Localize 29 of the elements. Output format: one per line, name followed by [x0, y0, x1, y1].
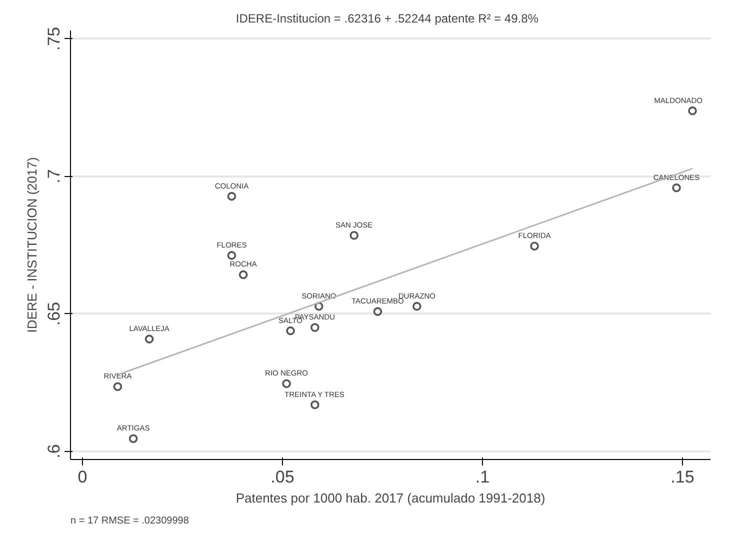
x-tick-label: 0	[78, 468, 88, 486]
point	[672, 183, 681, 192]
chart-title: IDERE-Institucion = .62316 + .52244 patente R² = 49.8%	[236, 12, 539, 26]
point	[412, 302, 422, 311]
text: n = 17 RMSE = .02309998	[70, 516, 190, 526]
point	[227, 192, 236, 201]
y-tick-label: .7	[44, 169, 64, 184]
x-axis-title: Patentes por 1000 hab. 2017 (acumulado 1991-2018)	[236, 490, 546, 506]
y-tick-label: .65	[44, 302, 64, 326]
point	[310, 400, 320, 410]
point	[282, 379, 291, 388]
point	[688, 106, 697, 116]
point	[113, 382, 122, 392]
point	[128, 434, 138, 443]
y-tick-label: .6	[44, 444, 64, 458]
point	[314, 302, 324, 311]
point	[227, 251, 236, 260]
y-tick-label: .75	[44, 26, 64, 51]
x-tick-label: .1	[475, 468, 490, 486]
point	[286, 326, 295, 336]
point	[350, 230, 358, 240]
point	[144, 334, 154, 344]
point	[238, 270, 248, 280]
point	[310, 323, 320, 332]
x-tick-label: .05	[270, 468, 294, 486]
x-tick-label: .15	[670, 468, 694, 486]
point	[530, 242, 539, 250]
y-axis-title: IDERE - INSTITUCION (2017)	[24, 157, 40, 333]
point	[373, 307, 382, 316]
